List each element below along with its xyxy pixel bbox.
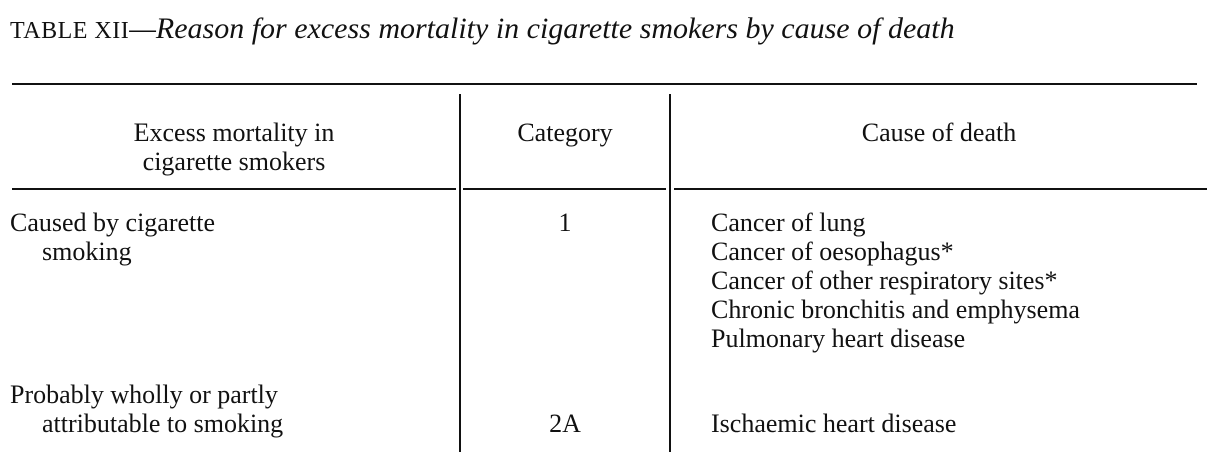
header-rule-1 (12, 188, 456, 190)
table-title: TABLE XII—Reason for excess mortality in… (10, 12, 955, 46)
column-divider-2 (669, 94, 671, 452)
header-excess-line-2: cigarette smokers (142, 147, 326, 176)
row-2-excess-line-2: attributable to smoking (42, 409, 284, 438)
table-caption: —Reason for excess mortality in cigarett… (129, 12, 955, 45)
row-1-excess-line-2: smoking (42, 237, 132, 266)
header-cause-of-death: Cause of death (861, 118, 1017, 147)
header-rule-2 (463, 188, 666, 190)
table-label: TABLE XII (10, 18, 130, 44)
row-2-category: 2A (549, 409, 581, 438)
row-1-cause-1: Cancer of lung (711, 208, 866, 237)
row-1-category: 1 (558, 208, 572, 237)
header-excess-mortality: Excess mortality in cigarette smokers (12, 118, 456, 176)
row-1-excess-mortality: Caused by cigarette smoking (10, 208, 215, 266)
row-1-cause-4: Chronic bronchitis and emphysema (711, 295, 1080, 324)
column-divider-1 (459, 94, 461, 452)
row-1-excess-line-1: Caused by cigarette (10, 208, 216, 237)
row-1-cause-2: Cancer of oesophagus* (711, 237, 954, 266)
header-rule-3 (674, 188, 1207, 190)
row-1-cause-3: Cancer of other respiratory sites* (711, 266, 1058, 295)
row-2-excess-mortality: Probably wholly or partly attributable t… (10, 380, 283, 438)
top-rule (12, 83, 1197, 85)
row-1-cause-5: Pulmonary heart disease (711, 324, 966, 353)
header-excess-line-1: Excess mortality in (133, 118, 335, 147)
row-2-cause-1: Ischaemic heart disease (711, 409, 957, 438)
row-2-excess-line-1: Probably wholly or partly (10, 380, 278, 409)
header-category: Category (517, 118, 613, 147)
row-2-causes: Ischaemic heart disease (711, 409, 956, 438)
row-1-causes: Cancer of lung Cancer of oesophagus* Can… (711, 208, 1080, 353)
